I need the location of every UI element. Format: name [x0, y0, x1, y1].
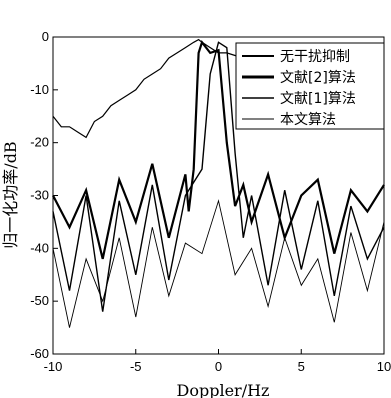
y-tick-label: -20 — [30, 135, 49, 150]
x-tick-label: 10 — [377, 359, 391, 374]
series-line-2 — [52, 41, 385, 312]
x-tick-label: -10 — [44, 359, 63, 374]
series-layer — [52, 38, 385, 328]
y-tick-label: -30 — [30, 188, 49, 203]
x-axis-title: Doppler/Hz — [177, 381, 270, 398]
y-tick-label: 0 — [42, 29, 49, 44]
legend-label-0: 无干扰抑制 — [280, 49, 350, 65]
legend-label-3: 本文算法 — [280, 112, 336, 128]
ticks-layer: -10 -5 0 5 100-10-20-30-40-50-60 — [30, 29, 391, 374]
legend-label-1: 文献[2]算法 — [280, 70, 356, 86]
x-tick-label: 0 — [215, 359, 222, 374]
series-line-1 — [52, 39, 385, 260]
x-tick-label: -5 — [130, 359, 142, 374]
series-line-3 — [52, 199, 385, 328]
y-axis-title: 归一化功率/dB — [1, 141, 20, 248]
legend-box — [235, 42, 385, 130]
y-tick-label: -10 — [30, 82, 49, 97]
y-tick-label: -60 — [30, 346, 49, 361]
series-line-0 — [52, 38, 252, 139]
x-tick-label: 5 — [298, 359, 305, 374]
legend: 无干扰抑制 文献[2]算法 文献[1]算法 本文算法 — [235, 42, 385, 130]
y-tick-label: -50 — [30, 293, 49, 308]
legend-label-2: 文献[1]算法 — [280, 91, 356, 107]
y-tick-label: -40 — [30, 240, 49, 255]
